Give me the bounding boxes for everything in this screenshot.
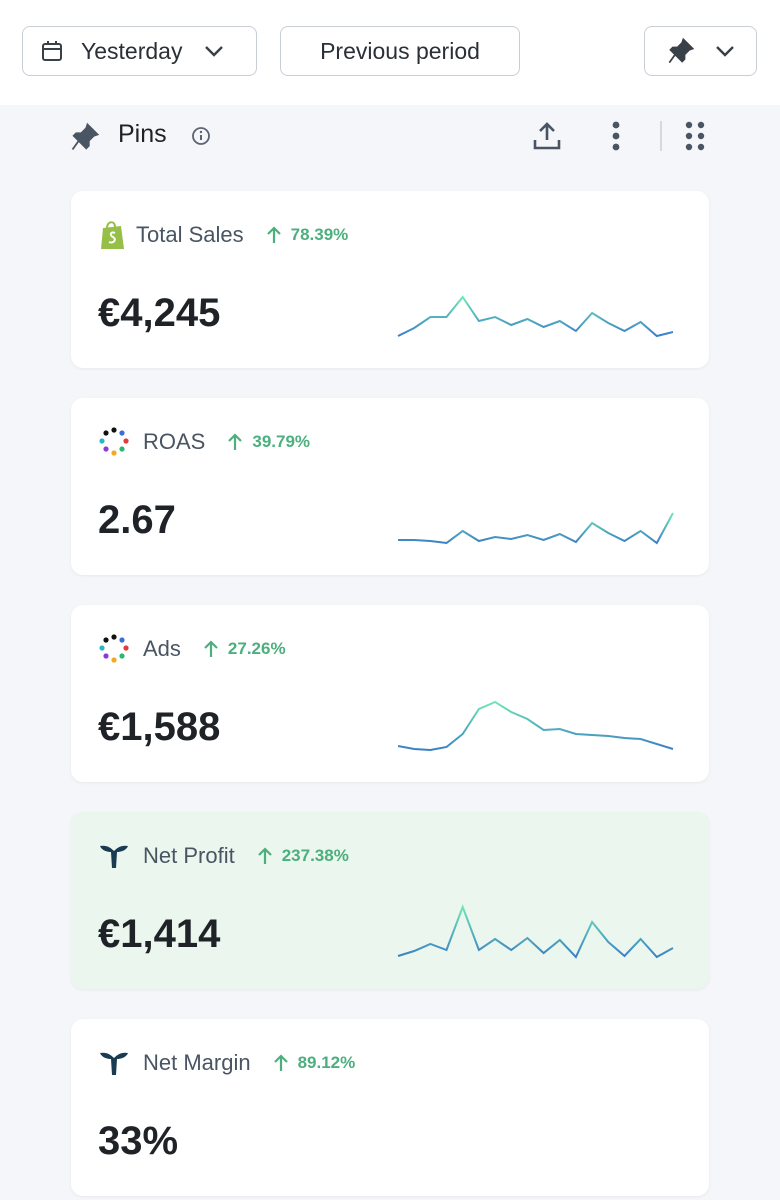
metric-card[interactable]: ROAS 39.79% 2.67 bbox=[71, 398, 709, 575]
trend-line bbox=[397, 904, 674, 959]
card-title: ROAS bbox=[143, 429, 206, 454]
card-change: 78.39% bbox=[290, 225, 349, 244]
source-icon bbox=[99, 634, 129, 663]
card-title: Ads bbox=[143, 636, 181, 661]
trend-line bbox=[398, 512, 674, 545]
sparkline bbox=[397, 904, 674, 959]
source-icon bbox=[101, 221, 124, 249]
card-change: 27.26% bbox=[227, 639, 286, 658]
card-change: 39.79% bbox=[252, 432, 311, 451]
pin-menu-button[interactable] bbox=[644, 26, 757, 76]
compare-button[interactable]: Previous period bbox=[280, 26, 520, 76]
card-title: Net Profit bbox=[143, 843, 235, 868]
up-arrow bbox=[204, 640, 218, 657]
up-arrow bbox=[273, 1054, 288, 1071]
up-arrow bbox=[257, 847, 272, 864]
card-change: 237.38% bbox=[281, 846, 349, 865]
up-arrow bbox=[228, 433, 243, 450]
export-icon[interactable] bbox=[531, 120, 563, 152]
sparkline bbox=[397, 295, 674, 338]
date-label: Yesterday bbox=[81, 37, 183, 64]
card-value: 33% bbox=[98, 1119, 179, 1163]
source-icon bbox=[100, 1052, 128, 1075]
chevron bbox=[205, 46, 224, 57]
card-value: 2.67 bbox=[98, 498, 176, 542]
sparkline bbox=[397, 700, 674, 752]
card-value: €1,588 bbox=[98, 705, 221, 749]
divider bbox=[660, 121, 662, 151]
card-value: €1,414 bbox=[98, 912, 221, 956]
card-change: 89.12% bbox=[297, 1053, 356, 1072]
metric-card[interactable]: Ads 27.26% €1,588 bbox=[71, 605, 709, 782]
source-icon bbox=[99, 427, 129, 456]
pin-icon bbox=[668, 37, 694, 64]
card-title: Total Sales bbox=[136, 222, 244, 247]
metric-card[interactable]: Net Margin 89.12% 33% bbox=[71, 1019, 709, 1196]
trend-line bbox=[397, 700, 674, 752]
date-button[interactable]: Yesterday bbox=[22, 26, 257, 76]
up-arrow bbox=[266, 226, 281, 243]
chevron bbox=[715, 46, 734, 57]
sparkline bbox=[398, 512, 674, 545]
section-title: Pins bbox=[118, 120, 167, 148]
calendar-icon bbox=[42, 41, 62, 61]
top-bar: Yesterday Previous period bbox=[0, 0, 780, 105]
card-title: Net Margin bbox=[143, 1050, 251, 1075]
metric-card[interactable]: Net Profit 237.38% €1,414 bbox=[71, 812, 709, 989]
compare-label: Previous period bbox=[320, 37, 480, 64]
drag-handle[interactable] bbox=[684, 121, 706, 151]
more-icon[interactable] bbox=[610, 121, 622, 151]
trend-line bbox=[397, 295, 674, 338]
metric-card[interactable]: Total Sales 78.39% €4,245 bbox=[71, 191, 709, 368]
card-value: €4,245 bbox=[98, 291, 221, 335]
pin-icon bbox=[71, 122, 100, 151]
source-icon bbox=[100, 845, 128, 868]
info-icon[interactable] bbox=[191, 126, 211, 146]
